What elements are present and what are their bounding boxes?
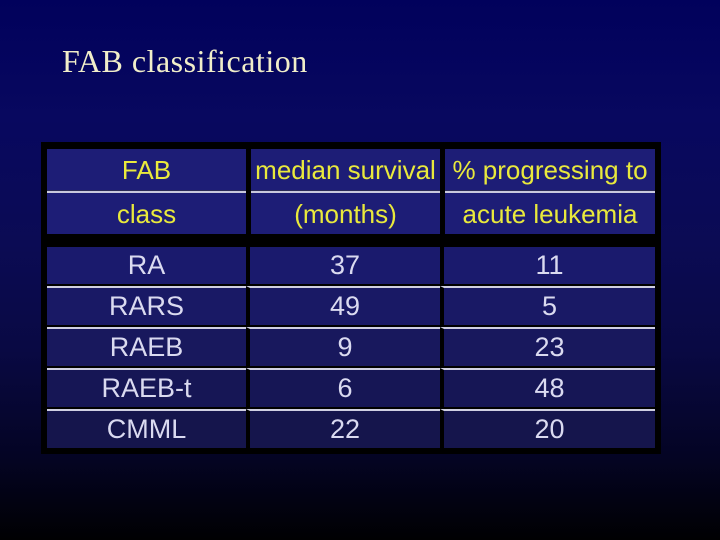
cell-fab-class: CMML: [47, 409, 246, 448]
cell-pct-progressing: 23: [440, 327, 655, 368]
cell-pct-progressing: 11: [440, 247, 655, 286]
cell-median-survival: 49: [246, 286, 440, 327]
table-row: RARS 49 5: [47, 286, 655, 327]
header-divider-line: [251, 190, 440, 193]
cell-pct-progressing: 20: [440, 409, 655, 448]
header-divider-line: [445, 190, 655, 193]
header-divider-line: [47, 190, 246, 193]
cell-fab-class: RA: [47, 247, 246, 286]
col-header-pct-progressing-line1: % progressing to: [452, 155, 648, 185]
col-header-fab-class-line2: class: [116, 199, 177, 229]
slide-title: FAB classification: [62, 43, 308, 79]
col-header-median-survival-line1: median survival: [255, 155, 436, 185]
col-header-median-survival: median survival (months): [246, 149, 440, 247]
col-header-pct-progressing-line2: acute leukemia: [462, 199, 638, 229]
table-row: RAEB-t 6 48: [47, 368, 655, 409]
col-header-pct-progressing: % progressing to acute leukemia: [440, 149, 655, 247]
fab-classification-table: FAB class median survival (months) % pro…: [41, 142, 661, 454]
col-header-median-survival-line2: (months): [294, 199, 397, 229]
cell-median-survival: 9: [246, 327, 440, 368]
col-header-fab-class: FAB class: [47, 149, 246, 247]
cell-median-survival: 6: [246, 368, 440, 409]
cell-median-survival: 37: [246, 247, 440, 286]
cell-fab-class: RAEB-t: [47, 368, 246, 409]
cell-fab-class: RAEB: [47, 327, 246, 368]
table-row: RA 37 11: [47, 247, 655, 286]
cell-pct-progressing: 48: [440, 368, 655, 409]
table-row: RAEB 9 23: [47, 327, 655, 368]
table-header-row: FAB class median survival (months) % pro…: [47, 149, 655, 247]
cell-median-survival: 22: [246, 409, 440, 448]
cell-fab-class: RARS: [47, 286, 246, 327]
cell-pct-progressing: 5: [440, 286, 655, 327]
col-header-fab-class-line1: FAB: [121, 155, 172, 185]
table-row: CMML 22 20: [47, 409, 655, 448]
